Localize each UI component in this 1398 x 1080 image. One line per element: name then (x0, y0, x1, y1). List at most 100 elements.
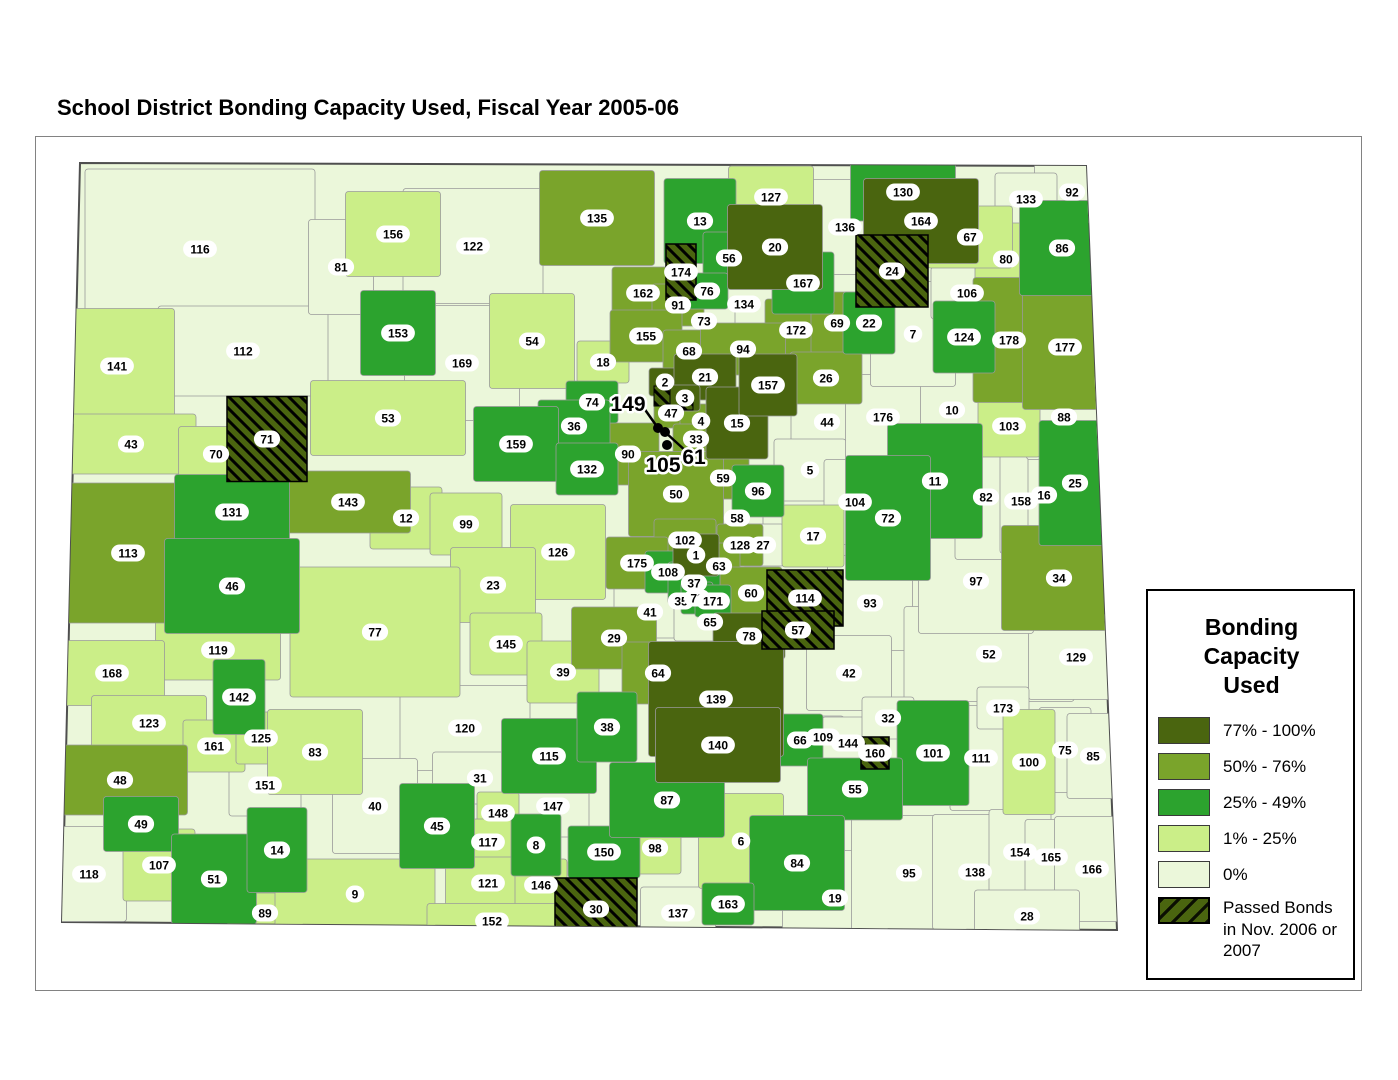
svg-text:173: 173 (993, 702, 1013, 716)
district-label-92: 92 (1058, 183, 1086, 201)
svg-text:8: 8 (533, 839, 540, 853)
district-label-121: 121 (471, 874, 505, 892)
district-label-46: 46 (218, 577, 246, 595)
district-label-116: 116 (183, 240, 217, 258)
district-label-136: 136 (828, 218, 862, 236)
svg-text:53: 53 (381, 412, 395, 426)
svg-text:131: 131 (222, 506, 242, 520)
district-label-68: 68 (675, 342, 703, 360)
svg-text:119: 119 (208, 644, 228, 658)
legend-title: Bonding Capacity Used (1203, 614, 1300, 698)
svg-text:39: 39 (556, 666, 570, 680)
district-label-145: 145 (489, 635, 523, 653)
district-label-176: 176 (866, 408, 900, 426)
svg-text:155: 155 (636, 330, 656, 344)
district-label-87: 87 (653, 791, 681, 809)
district-label-21: 21 (691, 368, 719, 386)
svg-text:33: 33 (689, 433, 703, 447)
district-label-124: 124 (947, 328, 981, 346)
svg-text:163: 163 (718, 898, 738, 912)
district-label-45: 45 (423, 817, 451, 835)
svg-text:120: 120 (455, 722, 475, 736)
district-label-81: 81 (327, 258, 355, 276)
svg-text:25: 25 (1068, 477, 1082, 491)
svg-text:171: 171 (703, 595, 723, 609)
svg-text:95: 95 (902, 867, 916, 881)
district-label-167: 167 (786, 274, 820, 292)
svg-text:21: 21 (698, 371, 712, 385)
legend-items: 77% - 100% 50% - 76% 25% - 49% 1% - 25% 0% Pa… (1158, 717, 1345, 961)
svg-text:3: 3 (682, 392, 689, 406)
district-label-107: 107 (142, 856, 176, 874)
svg-text:128: 128 (730, 539, 750, 553)
district-label-40: 40 (361, 797, 389, 815)
district-label-159: 159 (499, 435, 533, 453)
district-label-49: 49 (127, 815, 155, 833)
district-label-123: 123 (132, 714, 166, 732)
district-label-63: 63 (705, 557, 733, 575)
svg-text:17: 17 (806, 530, 820, 544)
svg-text:5: 5 (807, 464, 814, 478)
svg-text:108: 108 (658, 566, 678, 580)
svg-text:162: 162 (633, 287, 653, 301)
district-label-48: 48 (106, 771, 134, 789)
svg-text:154: 154 (1010, 846, 1030, 860)
district-callout-105: 105 (645, 454, 680, 477)
district-label-100: 100 (1012, 753, 1046, 771)
district-callout-149: 149 (610, 393, 645, 416)
district-label-85: 85 (1079, 747, 1107, 765)
district-label-75: 75 (1051, 741, 1079, 759)
svg-text:72: 72 (881, 512, 895, 526)
district-label-119: 119 (201, 641, 235, 659)
svg-text:65: 65 (703, 616, 717, 630)
district-label-32: 32 (874, 709, 902, 727)
district-label-44: 44 (813, 413, 841, 431)
district-label-64: 64 (644, 664, 672, 682)
svg-text:115: 115 (539, 750, 559, 764)
svg-text:10: 10 (945, 404, 959, 418)
svg-text:84: 84 (790, 857, 804, 871)
district-label-154: 154 (1003, 843, 1037, 861)
svg-text:142: 142 (229, 691, 249, 705)
svg-text:32: 32 (881, 712, 895, 726)
svg-text:6: 6 (738, 835, 745, 849)
district-label-104: 104 (838, 493, 872, 511)
svg-text:19: 19 (828, 892, 842, 906)
legend-swatch-m (1158, 753, 1210, 781)
svg-text:158: 158 (1011, 495, 1031, 509)
svg-text:100: 100 (1019, 756, 1039, 770)
legend-swatch-hatch (1158, 897, 1210, 925)
district-label-117: 117 (471, 833, 505, 851)
svg-text:104: 104 (845, 496, 865, 510)
district-label-19: 19 (821, 889, 849, 907)
district-label-4: 4 (691, 412, 711, 430)
svg-text:16: 16 (1037, 489, 1051, 503)
district-label-99: 99 (452, 515, 480, 533)
district-label-114: 114 (788, 589, 822, 607)
svg-text:18: 18 (596, 356, 610, 370)
district-label-8: 8 (526, 836, 546, 854)
district-label-31: 31 (466, 769, 494, 787)
svg-text:143: 143 (338, 496, 358, 510)
svg-text:87: 87 (660, 794, 674, 808)
legend-item-m: 50% - 76% (1158, 753, 1345, 781)
svg-text:101: 101 (923, 747, 943, 761)
svg-text:58: 58 (730, 512, 744, 526)
svg-text:118: 118 (79, 868, 99, 882)
legend-label: Passed Bonds in Nov. 2006 or 2007 (1223, 898, 1338, 960)
district-label-106: 106 (950, 284, 984, 302)
svg-text:60: 60 (744, 587, 758, 601)
district-label-151: 151 (248, 776, 282, 794)
district-label-141: 141 (100, 357, 134, 375)
svg-text:156: 156 (383, 228, 403, 242)
svg-text:23: 23 (486, 579, 500, 593)
svg-text:176: 176 (873, 411, 893, 425)
svg-text:9: 9 (352, 888, 359, 902)
district-label-166: 166 (1075, 860, 1109, 878)
svg-text:141: 141 (107, 360, 127, 374)
district-label-134: 134 (727, 295, 761, 313)
district-label-74: 74 (578, 393, 606, 411)
svg-text:67: 67 (963, 231, 977, 245)
district-label-57: 57 (784, 621, 812, 639)
district-label-135: 135 (580, 209, 614, 227)
